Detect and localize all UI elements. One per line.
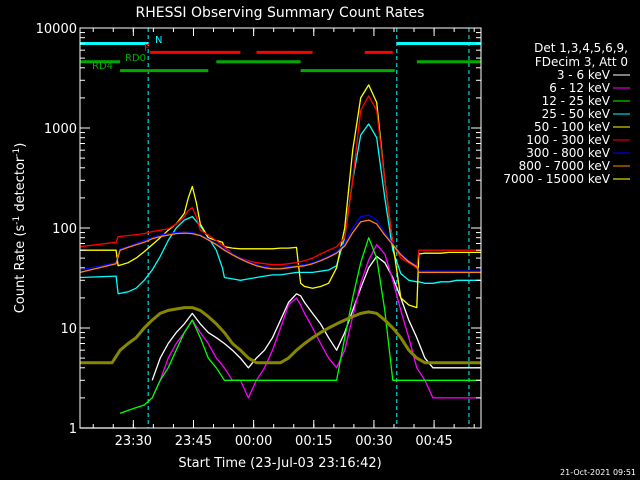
- x-tick-label-00-45: 00:45: [415, 434, 452, 449]
- x-axis-label: Start Time (23-Jul-03 23:16:42): [178, 456, 381, 471]
- timestamp: 21-Oct-2021 09:51: [560, 468, 636, 477]
- series-line-100-300-kev-0: [79, 95, 481, 269]
- series-line-12-25-kev-0: [119, 237, 481, 415]
- legend-label-300-800-kev: 300 - 800 keV: [526, 146, 610, 160]
- x-tick-label-23-45: 23:45: [175, 434, 212, 449]
- chart-title: RHESSI Observing Summary Count Rates: [136, 5, 425, 21]
- series-line-3-6-kev-1: [151, 255, 481, 381]
- x-axis-ticks: 23:30 23:45 00:00 00:15 00:30 00:45: [92, 28, 475, 449]
- y-tick-label-100: 100: [52, 222, 77, 237]
- legend-label-3-6-kev: 3 - 6 keV: [557, 68, 611, 82]
- x-tick-label-00-00: 00:00: [235, 434, 272, 449]
- legend-label-6-12-kev: 6 - 12 keV: [549, 81, 611, 95]
- flag-label-n: N: [155, 35, 162, 46]
- legend: Det 1,3,4,5,6,9, FDecim 3, Att 0 3 - 6 k…: [503, 41, 630, 186]
- flag-label-f: F: [144, 43, 150, 54]
- x-tick-label-23-30: 23:30: [115, 434, 152, 449]
- legend-label-50-100-kev: 50 - 100 keV: [534, 120, 611, 134]
- y-tick-label-10000: 10000: [36, 22, 77, 37]
- legend-label-25-50-kev: 25 - 50 keV: [542, 107, 611, 121]
- night-boundaries: [147, 28, 470, 428]
- flag-label-rd0: RD0: [125, 53, 146, 64]
- legend-header-line-2: FDecim 3, Att 0: [535, 55, 628, 69]
- legend-label-100-300-kev: 100 - 300 keV: [526, 133, 610, 147]
- series-line-7000-15000-kev-0: [80, 306, 481, 365]
- series-line-800-7000-kev-0: [79, 219, 481, 274]
- y-axis-label: Count Rate (s-1 detector-1): [12, 143, 28, 314]
- x-tick-label-00-15: 00:15: [295, 434, 332, 449]
- legend-header-line-1: Det 1,3,4,5,6,9,: [534, 41, 628, 55]
- legend-label-12-25-kev: 12 - 25 keV: [542, 94, 611, 108]
- y-tick-label-1: 1: [69, 422, 77, 437]
- flag-label-rd4: RD4: [92, 61, 113, 72]
- y-tick-label-10: 10: [60, 322, 77, 337]
- legend-label-800-7000-kev: 800 - 7000 keV: [519, 159, 611, 173]
- y-tick-label-1000: 1000: [44, 122, 77, 137]
- legend-label-7000-15000-kev: 7000 - 15000 keV: [503, 172, 610, 186]
- y-axis-ticks: 1 10 100 1000 10000: [36, 22, 481, 437]
- x-tick-label-00-30: 00:30: [355, 434, 392, 449]
